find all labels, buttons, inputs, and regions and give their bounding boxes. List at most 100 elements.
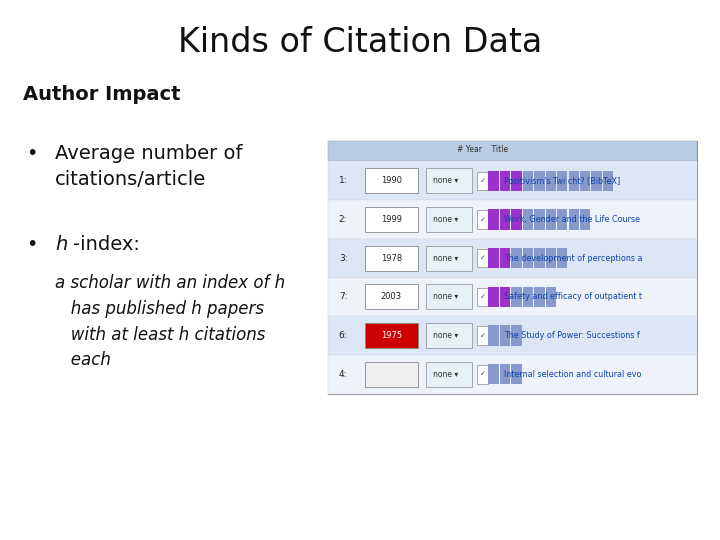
Text: 1978: 1978: [381, 254, 402, 262]
Text: 1975: 1975: [381, 331, 402, 340]
FancyBboxPatch shape: [511, 326, 522, 346]
Text: ✓: ✓: [480, 255, 485, 261]
FancyBboxPatch shape: [511, 364, 522, 384]
FancyBboxPatch shape: [500, 210, 510, 230]
FancyBboxPatch shape: [477, 365, 487, 383]
Text: Internal selection and cultural evo: Internal selection and cultural evo: [504, 370, 642, 379]
Text: 1999: 1999: [381, 215, 402, 224]
Text: -index:: -index:: [73, 235, 140, 254]
Text: ✓: ✓: [480, 178, 485, 184]
FancyBboxPatch shape: [328, 200, 697, 239]
Text: Safety and efficacy of outpatient t: Safety and efficacy of outpatient t: [504, 292, 642, 301]
Text: a scholar with an index of h
   has published h papers
   with at least h citati: a scholar with an index of h has publish…: [55, 274, 285, 369]
FancyBboxPatch shape: [426, 323, 472, 348]
FancyBboxPatch shape: [426, 284, 472, 309]
Text: 6:: 6:: [339, 331, 348, 340]
FancyBboxPatch shape: [511, 210, 522, 230]
Text: # Year    Title: # Year Title: [457, 145, 508, 154]
FancyBboxPatch shape: [328, 141, 697, 394]
FancyBboxPatch shape: [328, 161, 697, 200]
Text: Average number of
citations/article: Average number of citations/article: [55, 144, 243, 189]
FancyBboxPatch shape: [477, 210, 487, 229]
FancyBboxPatch shape: [426, 246, 472, 271]
FancyBboxPatch shape: [580, 210, 590, 230]
Text: The development of perceptions a: The development of perceptions a: [504, 254, 642, 262]
Text: Positivism's Twi cht? [BibTeX]: Positivism's Twi cht? [BibTeX]: [504, 177, 620, 185]
FancyBboxPatch shape: [477, 326, 487, 345]
FancyBboxPatch shape: [557, 171, 567, 191]
FancyBboxPatch shape: [569, 210, 579, 230]
FancyBboxPatch shape: [488, 171, 499, 191]
Text: 2003: 2003: [381, 292, 402, 301]
FancyBboxPatch shape: [500, 287, 510, 307]
Text: ✓: ✓: [480, 294, 485, 300]
Text: ✓: ✓: [480, 333, 485, 339]
Text: none ▾: none ▾: [433, 331, 458, 340]
Text: 7:: 7:: [339, 292, 348, 301]
FancyBboxPatch shape: [603, 171, 613, 191]
FancyBboxPatch shape: [426, 168, 472, 193]
Text: ✓: ✓: [480, 371, 485, 377]
FancyBboxPatch shape: [426, 362, 472, 387]
Text: Author Impact: Author Impact: [23, 85, 181, 104]
FancyBboxPatch shape: [328, 278, 697, 316]
Text: •: •: [27, 235, 38, 254]
Text: •: •: [27, 144, 38, 163]
Text: none ▾: none ▾: [433, 254, 458, 262]
FancyBboxPatch shape: [426, 207, 472, 232]
Text: The Study of Power: Succestions f: The Study of Power: Succestions f: [504, 331, 639, 340]
FancyBboxPatch shape: [477, 172, 487, 190]
Text: none ▾: none ▾: [433, 177, 458, 185]
FancyBboxPatch shape: [328, 239, 697, 278]
Text: none ▾: none ▾: [433, 370, 458, 379]
FancyBboxPatch shape: [364, 284, 418, 309]
FancyBboxPatch shape: [488, 326, 499, 346]
FancyBboxPatch shape: [523, 287, 533, 307]
Text: 2:: 2:: [339, 215, 347, 224]
FancyBboxPatch shape: [546, 248, 556, 268]
FancyBboxPatch shape: [488, 364, 499, 384]
FancyBboxPatch shape: [364, 362, 418, 387]
FancyBboxPatch shape: [511, 248, 522, 268]
Text: none ▾: none ▾: [433, 215, 458, 224]
FancyBboxPatch shape: [328, 316, 697, 355]
FancyBboxPatch shape: [488, 210, 499, 230]
FancyBboxPatch shape: [500, 171, 510, 191]
FancyBboxPatch shape: [534, 248, 544, 268]
FancyBboxPatch shape: [523, 210, 533, 230]
FancyBboxPatch shape: [488, 287, 499, 307]
FancyBboxPatch shape: [534, 287, 544, 307]
FancyBboxPatch shape: [477, 249, 487, 267]
FancyBboxPatch shape: [500, 248, 510, 268]
FancyBboxPatch shape: [500, 364, 510, 384]
FancyBboxPatch shape: [546, 171, 556, 191]
FancyBboxPatch shape: [557, 248, 567, 268]
FancyBboxPatch shape: [523, 171, 533, 191]
Text: Work, Gender and the Life Course: Work, Gender and the Life Course: [504, 215, 640, 224]
FancyBboxPatch shape: [364, 323, 418, 348]
FancyBboxPatch shape: [523, 248, 533, 268]
FancyBboxPatch shape: [328, 141, 697, 161]
Text: 4:: 4:: [339, 370, 347, 379]
FancyBboxPatch shape: [580, 171, 590, 191]
Text: none ▾: none ▾: [433, 292, 458, 301]
Text: 1990: 1990: [381, 177, 402, 185]
FancyBboxPatch shape: [364, 207, 418, 232]
FancyBboxPatch shape: [328, 355, 697, 394]
Text: Kinds of Citation Data: Kinds of Citation Data: [178, 25, 542, 58]
FancyBboxPatch shape: [557, 210, 567, 230]
FancyBboxPatch shape: [534, 171, 544, 191]
FancyBboxPatch shape: [546, 287, 556, 307]
FancyBboxPatch shape: [511, 171, 522, 191]
FancyBboxPatch shape: [477, 288, 487, 306]
FancyBboxPatch shape: [534, 210, 544, 230]
FancyBboxPatch shape: [488, 248, 499, 268]
Text: 3:: 3:: [339, 254, 348, 262]
FancyBboxPatch shape: [500, 326, 510, 346]
FancyBboxPatch shape: [546, 210, 556, 230]
FancyBboxPatch shape: [569, 171, 579, 191]
FancyBboxPatch shape: [364, 246, 418, 271]
Text: 1:: 1:: [339, 177, 348, 185]
Text: ✓: ✓: [480, 217, 485, 222]
FancyBboxPatch shape: [511, 287, 522, 307]
